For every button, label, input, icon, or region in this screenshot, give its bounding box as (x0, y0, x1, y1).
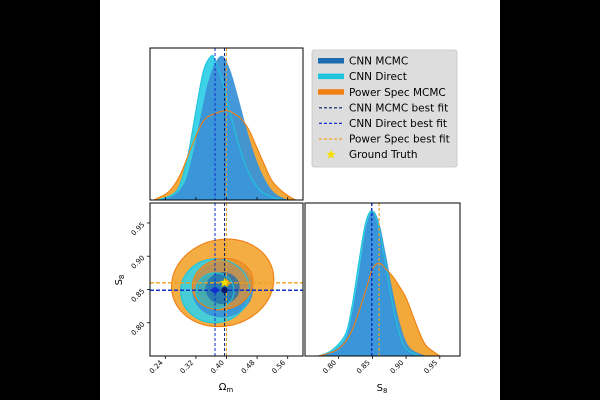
x-tick-label-omega-m: 0.32 (179, 359, 196, 376)
x-axis-label-s8-symbol: S (377, 383, 383, 394)
x-tick-label-omega-m: 0.24 (148, 358, 165, 375)
axis-frame-right (304, 202, 461, 357)
legend-entry-power-spec-mcmc-label: Power Spec MCMC (349, 87, 446, 99)
marginal-omega-m-outline-cnn-direct (157, 54, 285, 200)
axis-frames (149, 47, 461, 357)
marginal-omega-m-panel (153, 48, 296, 200)
ground-truth-star (219, 277, 230, 288)
legend-entry-cnn-mcmc-label: CNN MCMC (349, 56, 408, 68)
legend: CNN MCMC CNN Direct Power Spec MCMC CNN MCM… (311, 49, 458, 168)
x-axis-label-s8-subscript: 8 (383, 387, 387, 395)
contour-68-outline-power-spec-mcmc (191, 257, 254, 311)
y-tick-label-s8: 0.95 (130, 221, 147, 238)
x-tick-label-omega-m: 0.40 (209, 359, 226, 376)
marginal-s8-outline-cnn-direct (318, 210, 420, 356)
x-tick-label-omega-m: 0.56 (270, 358, 287, 375)
legend-entry-ground-truth-label: Ground Truth (349, 149, 418, 161)
legend-entry-cnn-direct-label: CNN Direct (349, 71, 407, 83)
marginal-s8-outline-power-spec-mcmc (318, 262, 441, 356)
legend-entry-power-spec-best-fit-label: Power Spec best fit (349, 134, 450, 146)
legend-entry-power-spec-mcmc-swatch (318, 89, 344, 95)
x-tick-label-omega-m: 0.48 (240, 359, 257, 376)
marginal-omega-m-outline-power-spec-mcmc (153, 110, 296, 200)
marginal-s8-panel (318, 203, 441, 356)
legend-entry-cnn-mcmc-swatch (318, 58, 344, 64)
x-axis-label-omega-m-subscript: m (226, 386, 233, 394)
legend-entry-cnn-direct-swatch (318, 73, 344, 80)
legend-entry-cnn-mcmc-best-fit-label: CNN MCMC best fit (349, 102, 448, 114)
best-fit-point-cnn-direct (211, 286, 219, 294)
x-axis-label-omega-m: Ωm (219, 382, 234, 394)
legend-entry-cnn-direct-best-fit-label: CNN Direct best fit (349, 118, 447, 130)
joint-posterior-panel (150, 203, 303, 356)
best-fit-point-cnn-mcmc (221, 286, 228, 294)
x-axis-label-s8: S8 (377, 383, 388, 395)
x-tick-label-s8: 0.90 (389, 359, 406, 376)
figure-canvas: 0.24 0.32 0.40 0.48 0.56 0.80 0.80 0.85 0.85 0.90… (100, 0, 500, 400)
x-tick-label-s8: 0.80 (321, 359, 338, 376)
y-axis-label-s8-subscript: 8 (118, 275, 126, 279)
marginal-omega-m-fill-cnn-mcmc (157, 55, 288, 200)
legend-entry-ground-truth-swatch (326, 149, 336, 159)
marginal-s8-fill-cnn-mcmc (318, 210, 427, 356)
y-axis-label-s8: S8 (114, 275, 126, 286)
x-tick-label-s8: 0.95 (423, 359, 440, 376)
contour-68-outline-cnn-direct (195, 272, 235, 310)
y-axis-label-s8-symbol: S (114, 279, 125, 285)
x-tick-label-s8: 0.85 (355, 359, 372, 376)
y-tick-label-s8: 0.80 (130, 320, 147, 337)
y-tick-label-s8: 0.90 (130, 254, 147, 271)
corner-plot: 0.24 0.32 0.40 0.48 0.56 0.80 0.80 0.85 0.85 0.90… (114, 47, 461, 395)
y-tick-label-s8: 0.85 (130, 287, 147, 304)
contour-95-outline-power-spec-mcmc (170, 238, 275, 328)
x-axis-label-omega-m-symbol: Ω (219, 382, 227, 393)
contour-95-outline-cnn-direct (180, 258, 250, 324)
legend-box (311, 49, 458, 168)
